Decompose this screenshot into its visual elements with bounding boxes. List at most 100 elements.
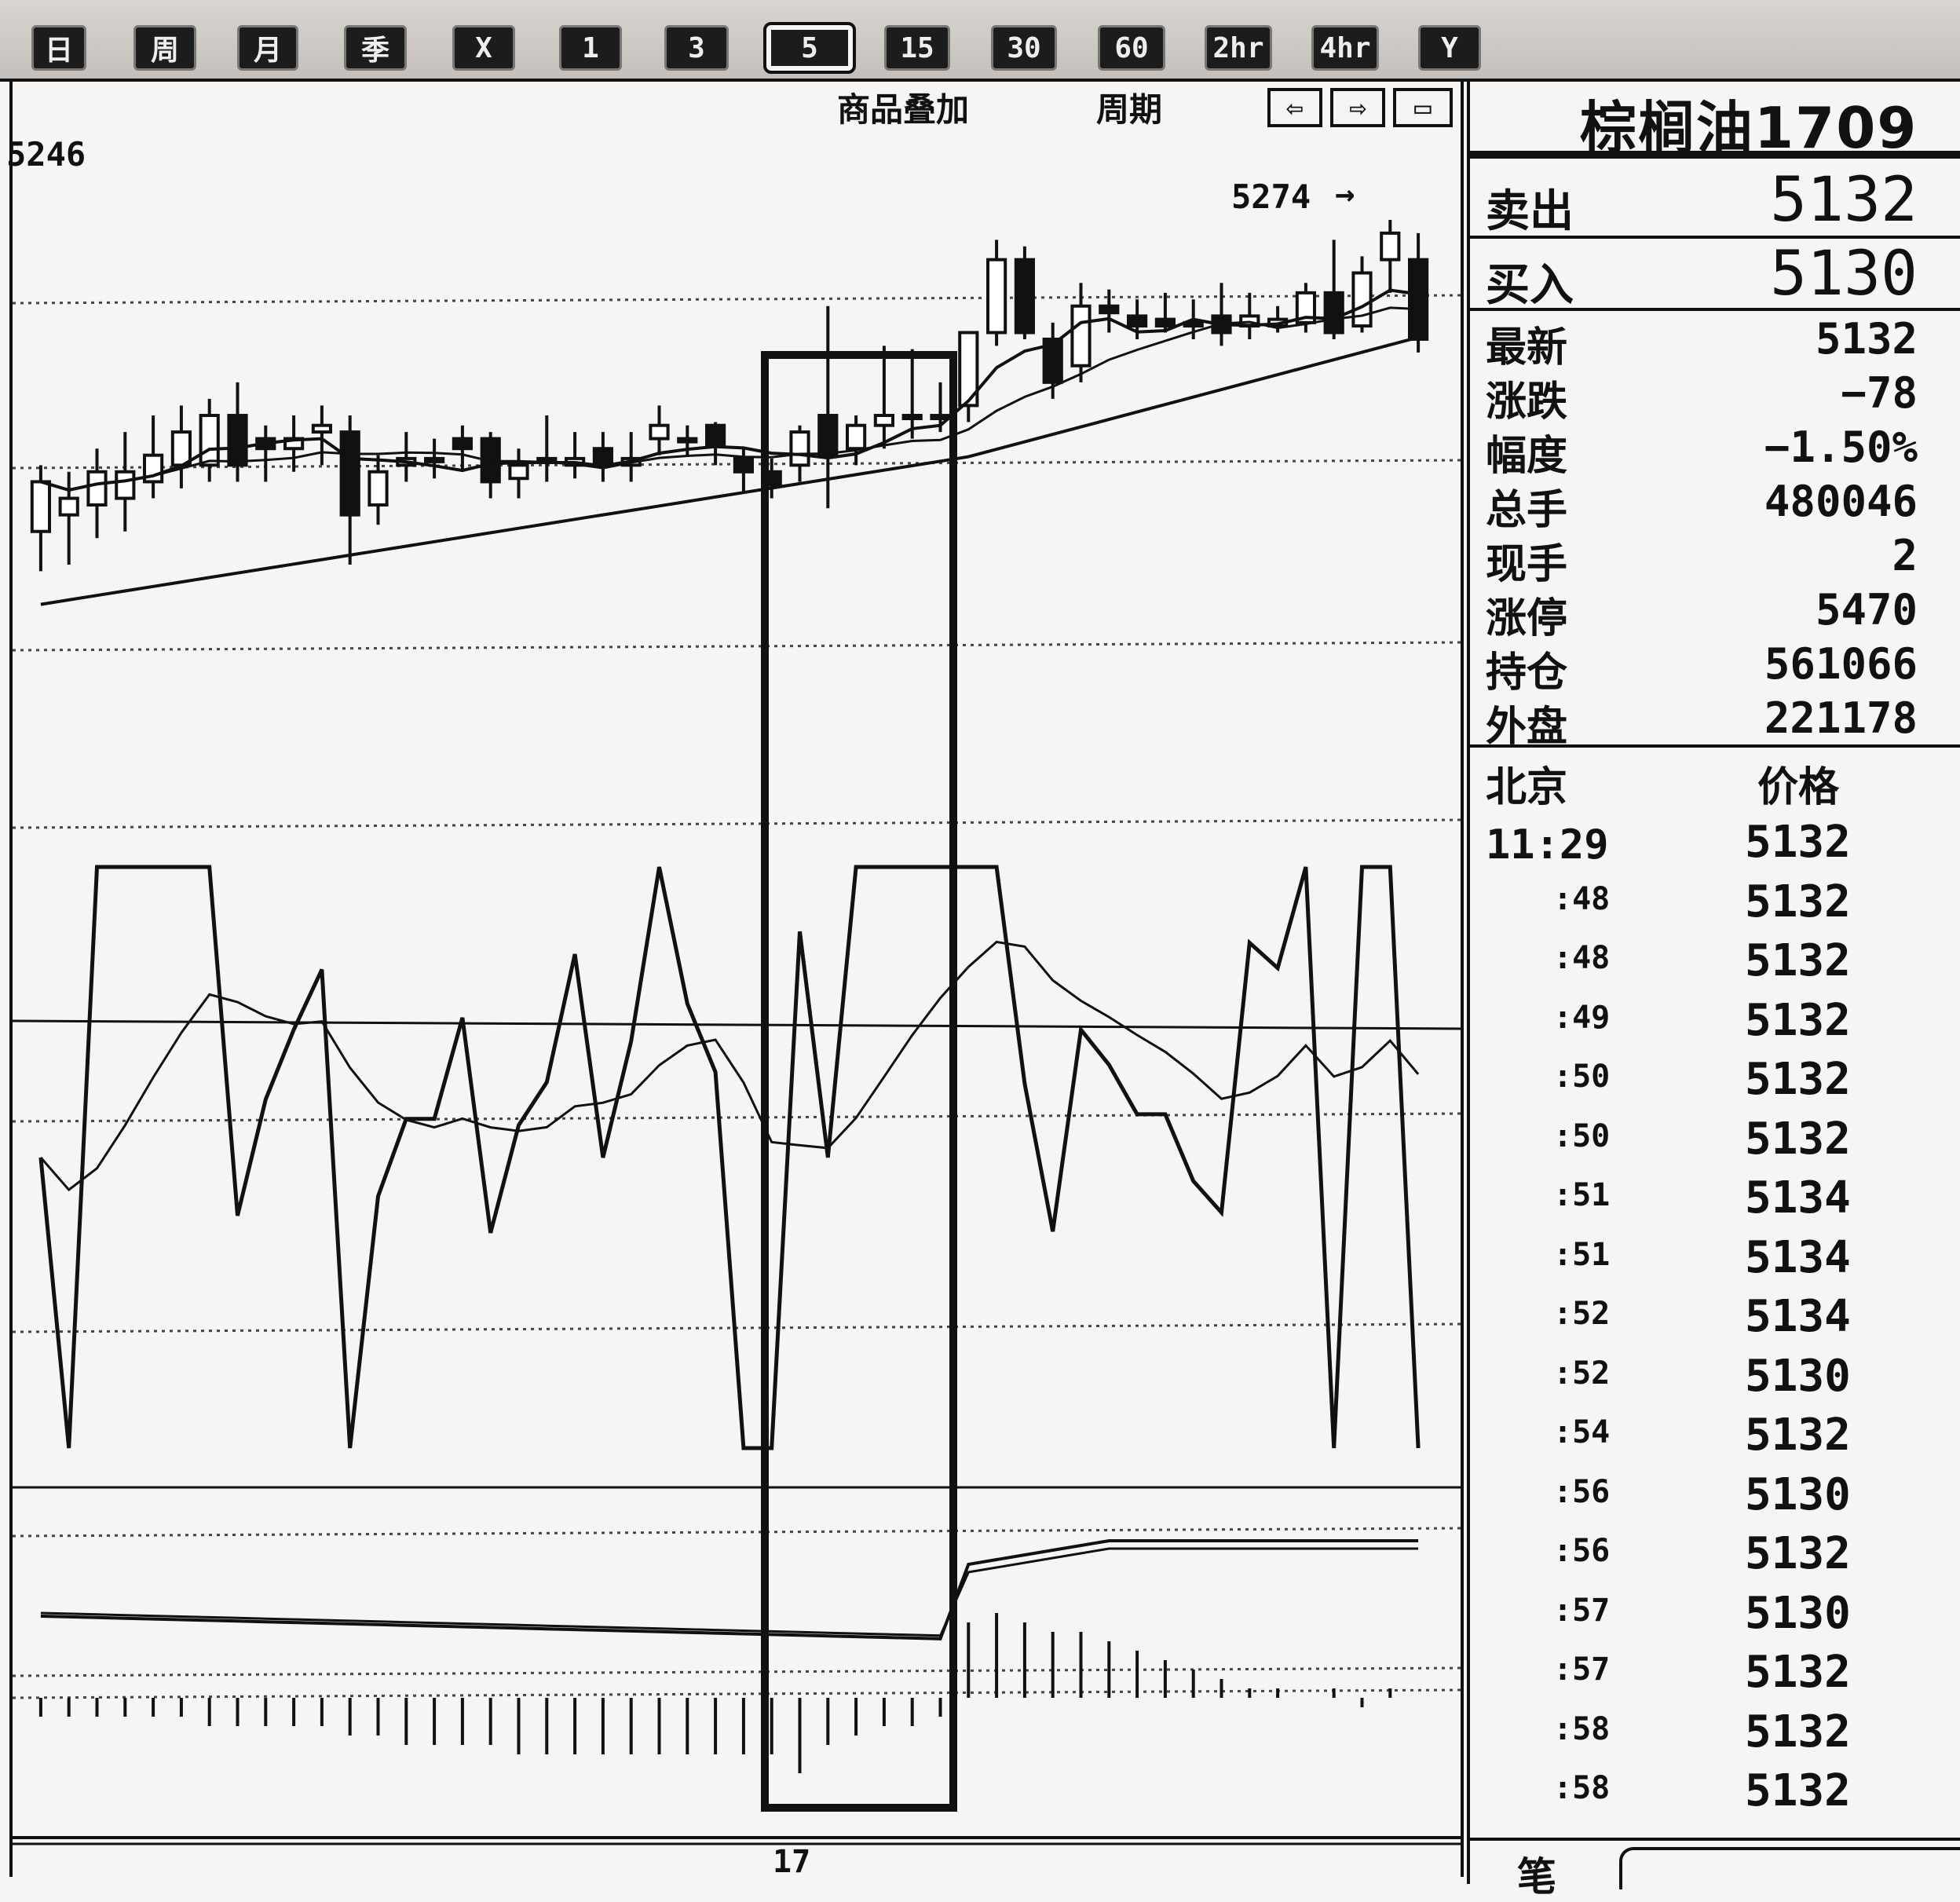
gridline (13, 641, 1464, 652)
period-button-1[interactable]: 1 (559, 25, 622, 71)
stat-value: 5470 (1815, 585, 1918, 635)
tick-time: 11:29 (1486, 821, 1609, 869)
stat-row: 最新 5132 (1486, 314, 1949, 371)
candle-body (199, 414, 220, 467)
tick-time: :52 (1553, 1296, 1611, 1332)
stat-label: 总手 (1486, 487, 1568, 534)
candle-body (170, 430, 192, 467)
tick-time: :58 (1553, 1710, 1611, 1747)
stat-label: 幅度 (1486, 433, 1568, 480)
arrow-right-icon[interactable]: ⇨ (1330, 88, 1385, 127)
stat-row: 外盘 221178 (1486, 693, 1949, 751)
candle-body (1380, 231, 1401, 262)
tick-time: :57 (1553, 1592, 1611, 1629)
stat-row: 现手 2 (1486, 531, 1949, 588)
candle-body (733, 456, 754, 474)
period-button-日[interactable]: 日 (31, 25, 86, 71)
x-axis-label: 17 (773, 1844, 811, 1880)
sell-label: 卖出 (1486, 186, 1574, 237)
stat-label: 涨停 (1486, 595, 1568, 642)
tick-price: 5134 (1745, 1231, 1851, 1283)
period-button-周[interactable]: 周 (133, 25, 196, 71)
candle-body (986, 258, 1007, 335)
period-button-5[interactable]: 5 (763, 22, 856, 74)
gridline (13, 818, 1464, 829)
candle-body (1351, 271, 1373, 328)
split-view-icon[interactable]: ▭ (1393, 88, 1453, 127)
tick-time: :48 (1553, 880, 1611, 917)
stat-label: 涨跌 (1486, 379, 1568, 426)
tick-price: 5132 (1745, 1706, 1851, 1758)
tick-price: 5132 (1745, 1054, 1851, 1105)
stat-row: 持仓 561066 (1486, 639, 1949, 697)
candle-body (1099, 304, 1120, 315)
chart-area[interactable] (9, 82, 1464, 1877)
high-annotation: 5274 (1231, 177, 1311, 216)
chart-top-price-label: 5246 (6, 135, 86, 174)
candle-body (677, 437, 698, 444)
period-button-4hr[interactable]: 4hr (1311, 25, 1379, 71)
stat-row: 幅度 −1.50% (1486, 422, 1949, 480)
tick-price: 5132 (1745, 1528, 1851, 1579)
period-button-Y[interactable]: Y (1418, 25, 1481, 71)
period-button-60[interactable]: 60 (1098, 25, 1165, 71)
tick-price: 5132 (1745, 1113, 1851, 1165)
tick-price: 5130 (1745, 1587, 1851, 1639)
candle-body (1042, 337, 1063, 384)
candle-body (1127, 314, 1148, 328)
period-button[interactable]: 周期 (1096, 90, 1163, 129)
stat-value: 221178 (1764, 693, 1918, 743)
period-button-30[interactable]: 30 (991, 25, 1057, 71)
tick-price: 5132 (1745, 1410, 1851, 1461)
stat-value: 2 (1892, 531, 1918, 580)
tick-price: 5132 (1745, 876, 1851, 927)
panel-divider (13, 1019, 1464, 1030)
tick-time: :49 (1553, 999, 1611, 1036)
tick-time: :56 (1553, 1473, 1611, 1510)
quote-panel: 棕榈油1709 卖出 5132 买入 5130 最新 5132 涨跌 −78 幅度 −1.… (1467, 79, 1960, 1900)
tick-time: :50 (1553, 1059, 1611, 1095)
candle-body (1014, 258, 1035, 335)
tick-price: 5134 (1745, 1172, 1851, 1223)
macd-dea-line (40, 1547, 1419, 1637)
candle-body (452, 437, 473, 451)
sell-value: 5132 (1770, 165, 1918, 236)
overlay-commodity-button[interactable]: 商品叠加 (837, 90, 970, 129)
stat-label: 现手 (1486, 541, 1568, 588)
highlight-box (761, 351, 957, 1812)
candle-body (958, 331, 979, 408)
ticks-time-header: 北京 (1486, 764, 1568, 811)
candle-body (311, 423, 332, 434)
period-button-2hr[interactable]: 2hr (1205, 25, 1272, 71)
ticks-header: 北京 价格 (1486, 754, 1949, 811)
period-button-X[interactable]: X (452, 25, 515, 71)
gridline (13, 1112, 1464, 1123)
tick-price: 5130 (1745, 1469, 1851, 1520)
stat-label: 外盘 (1486, 704, 1568, 751)
footer-input[interactable] (1619, 1847, 1960, 1889)
ma-line-5 (40, 288, 1419, 492)
gridline (13, 459, 1464, 470)
arrow-left-icon[interactable]: ⇦ (1267, 88, 1322, 127)
stat-row: 涨跌 −78 (1486, 368, 1949, 426)
candle-body (705, 423, 726, 448)
candle-body (789, 430, 810, 467)
candle-body (58, 496, 79, 517)
candle-body (339, 430, 360, 517)
sell-row: 卖出 5132 (1486, 165, 1949, 237)
arrow-right-icon: → (1335, 174, 1355, 213)
gridline (13, 1666, 1464, 1677)
period-button-季[interactable]: 季 (344, 25, 407, 71)
kline-chart[interactable] (13, 82, 1464, 1877)
macd-dif-line (40, 1539, 1419, 1640)
tick-time: :52 (1553, 1355, 1611, 1392)
period-button-3[interactable]: 3 (664, 25, 729, 71)
tick-price: 5132 (1745, 935, 1851, 986)
tick-time: :51 (1553, 1236, 1611, 1273)
stat-value: 5132 (1815, 314, 1918, 364)
candle-body (86, 470, 108, 507)
kdj-d-line (39, 940, 1420, 1192)
stat-value: −78 (1841, 368, 1918, 418)
period-button-月[interactable]: 月 (237, 25, 298, 71)
period-button-15[interactable]: 15 (884, 25, 950, 71)
